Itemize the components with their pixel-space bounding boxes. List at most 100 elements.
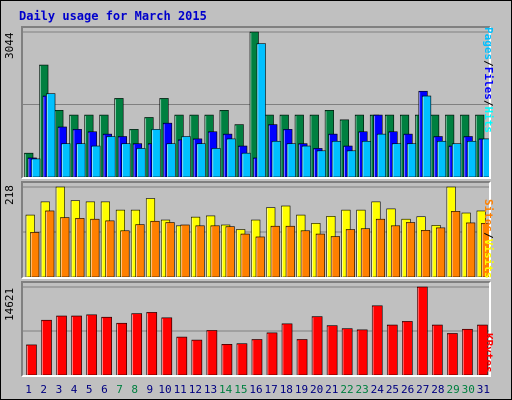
day-label-8: 8 — [131, 383, 139, 396]
sites-bar-16 — [255, 236, 265, 277]
sites-bar-28 — [436, 227, 446, 277]
pages-bar-8 — [136, 148, 146, 177]
kbytes-bar-18 — [281, 323, 293, 375]
sites-bar-3 — [60, 217, 70, 277]
kbytes-bar-28 — [432, 324, 443, 375]
sites-bar-27 — [421, 230, 431, 277]
sites-bar-14 — [225, 226, 235, 277]
sites-bar-13 — [210, 225, 220, 277]
day-label-20: 20 — [310, 383, 324, 396]
pages-bar-18 — [286, 143, 296, 177]
sites-bar-26 — [406, 222, 416, 277]
day-label-1: 1 — [25, 383, 32, 396]
sites-bar-30 — [466, 222, 476, 277]
kbytes-bar-15 — [236, 343, 248, 375]
sites-bar-29 — [451, 211, 461, 277]
pages-bar-28 — [437, 140, 447, 177]
sites-max-label: 218 — [3, 185, 16, 205]
pages-bar-26 — [407, 143, 417, 177]
day-label-24: 24 — [370, 383, 384, 396]
kbytes-bar-8 — [131, 313, 143, 375]
day-label-5: 5 — [85, 383, 93, 396]
sites-bar-17 — [270, 225, 280, 277]
sites-bar-1 — [30, 232, 40, 277]
pages-bar-27 — [422, 95, 432, 177]
legend-sites-visits: Sites/Visits — [482, 199, 495, 279]
kbytes-max-label: 14621 — [3, 287, 16, 321]
kbytes-bar-7 — [116, 322, 127, 375]
kbytes-bar-17 — [266, 332, 278, 375]
day-label-27: 27 — [416, 383, 430, 396]
pages-bar-2 — [46, 93, 56, 177]
legend-pages-files-hits: Pages/Files/Hits — [482, 27, 495, 133]
kbytes-bar-12 — [191, 339, 203, 375]
legend-sites: Sites — [482, 199, 495, 233]
hits-max-label: 3044 — [3, 32, 16, 60]
sites-bar-21 — [330, 236, 340, 277]
kbytes-bar-30 — [462, 328, 473, 375]
sites-bar-5 — [90, 218, 100, 277]
day-label-11: 11 — [173, 383, 187, 396]
pages-bar-12 — [196, 143, 206, 177]
pages-bar-16 — [256, 43, 266, 177]
pages-bar-9 — [151, 129, 161, 177]
pages-bar-23 — [361, 140, 372, 177]
day-label-31: 31 — [476, 383, 491, 396]
kbytes-bar-13 — [206, 330, 218, 375]
kbytes-bar-22 — [341, 328, 353, 375]
legend-files: Files — [482, 66, 495, 100]
kbytes-bar-14 — [221, 344, 233, 375]
day-label-28: 28 — [431, 383, 445, 396]
legend-pages: Pages — [482, 27, 495, 61]
sites-bar-10 — [165, 222, 175, 277]
kbytes-bar-9 — [146, 312, 158, 375]
day-label-26: 26 — [400, 383, 415, 396]
day-label-2: 2 — [40, 383, 48, 396]
kbytes-panel — [21, 281, 491, 377]
pages-bar-6 — [106, 136, 116, 177]
sites-bar-24 — [375, 218, 386, 277]
pages-bar-13 — [211, 148, 221, 177]
kbytes-bar-25 — [386, 324, 398, 375]
sites-bar-15 — [240, 233, 250, 277]
day-label-7: 7 — [116, 383, 123, 396]
pages-bar-20 — [316, 150, 326, 177]
sites-bar-19 — [300, 230, 310, 277]
sites-bar-20 — [315, 233, 325, 277]
day-axis: 1 2 3 4 5 6 7 8 9 10 11 12 13 14 15 16 17 18 19 20 21 22 23 24 2… — [21, 383, 491, 397]
pages-bar-15 — [241, 152, 251, 177]
sites-bar-7 — [120, 230, 130, 277]
kbytes-bar-2 — [41, 319, 52, 375]
pages-bar-5 — [91, 145, 101, 177]
pages-bar-24 — [376, 133, 387, 177]
kbytes-bar-23 — [356, 329, 368, 375]
day-label-16: 16 — [249, 383, 263, 396]
sites-bar-6 — [105, 220, 115, 277]
sites-bar-12 — [195, 225, 205, 277]
pages-bar-3 — [61, 143, 71, 177]
day-label-15: 15 — [234, 383, 248, 396]
pages-bar-1 — [31, 158, 41, 177]
pages-bar-31 — [482, 138, 489, 177]
sites-visits-panel — [21, 181, 491, 279]
pages-bar-22 — [346, 150, 356, 177]
kbytes-bar-4 — [71, 315, 82, 375]
kbytes-chart — [23, 286, 489, 375]
day-label-25: 25 — [385, 383, 400, 396]
day-label-17: 17 — [264, 383, 278, 396]
sites-bar-25 — [390, 225, 401, 277]
sites-bar-8 — [135, 224, 145, 277]
legend-separator: / — [482, 232, 495, 239]
day-label-21: 21 — [325, 383, 339, 396]
kbytes-bar-19 — [296, 339, 308, 375]
day-label-19: 19 — [294, 383, 309, 396]
sites-visits-chart — [23, 186, 489, 277]
sites-bar-11 — [180, 224, 190, 277]
kbytes-bar-1 — [26, 344, 37, 375]
hits-files-pages-panel — [21, 26, 491, 179]
kbytes-bar-21 — [326, 325, 338, 375]
kbytes-bar-29 — [447, 333, 458, 375]
kbytes-bar-24 — [371, 305, 383, 375]
day-label-6: 6 — [101, 383, 108, 396]
